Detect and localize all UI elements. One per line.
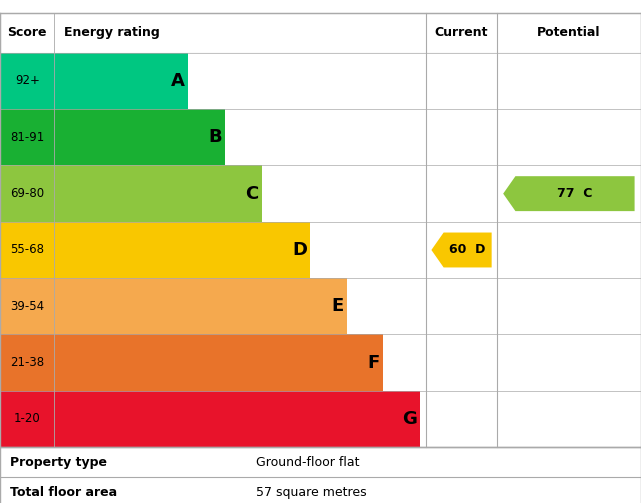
Polygon shape bbox=[503, 176, 635, 211]
Text: 55-68: 55-68 bbox=[10, 243, 44, 257]
Text: 57 square metres: 57 square metres bbox=[256, 486, 367, 499]
Bar bbox=[426, 278, 497, 334]
Bar bbox=[0, 13, 641, 53]
Bar bbox=[54, 222, 310, 278]
Bar bbox=[0, 278, 54, 334]
Text: E: E bbox=[331, 297, 344, 315]
Bar bbox=[497, 278, 641, 334]
Bar bbox=[0, 165, 54, 222]
Text: Energy rating: Energy rating bbox=[64, 26, 160, 39]
Bar bbox=[426, 222, 497, 278]
Bar bbox=[426, 391, 497, 447]
Bar bbox=[54, 278, 347, 334]
Bar bbox=[497, 222, 641, 278]
Text: Potential: Potential bbox=[537, 26, 601, 39]
Text: 39-54: 39-54 bbox=[10, 300, 44, 313]
Text: 92+: 92+ bbox=[15, 74, 40, 88]
Bar bbox=[54, 53, 188, 109]
Bar bbox=[497, 391, 641, 447]
Bar bbox=[310, 222, 426, 278]
Bar bbox=[426, 53, 497, 109]
Text: 81-91: 81-91 bbox=[10, 131, 44, 144]
Bar bbox=[0, 53, 54, 109]
Bar bbox=[426, 165, 497, 222]
Bar bbox=[0, 447, 641, 503]
Text: G: G bbox=[402, 410, 417, 428]
Text: 77  C: 77 C bbox=[557, 187, 593, 200]
Bar bbox=[0, 391, 54, 447]
Text: 1-20: 1-20 bbox=[14, 412, 40, 426]
Bar bbox=[54, 165, 262, 222]
Text: 69-80: 69-80 bbox=[10, 187, 44, 200]
Bar bbox=[426, 109, 497, 165]
Bar bbox=[0, 334, 54, 391]
Bar bbox=[54, 109, 225, 165]
Bar bbox=[0, 222, 54, 278]
Bar bbox=[188, 53, 426, 109]
Polygon shape bbox=[431, 232, 492, 268]
Text: D: D bbox=[292, 241, 307, 259]
Text: Total floor area: Total floor area bbox=[10, 486, 117, 499]
Text: 21-38: 21-38 bbox=[10, 356, 44, 369]
Bar bbox=[225, 109, 426, 165]
Text: 60  D: 60 D bbox=[449, 243, 486, 257]
Text: A: A bbox=[171, 72, 185, 90]
Text: C: C bbox=[245, 185, 258, 203]
Bar bbox=[497, 109, 641, 165]
Bar bbox=[426, 334, 497, 391]
Text: Property type: Property type bbox=[10, 456, 106, 469]
Bar bbox=[497, 334, 641, 391]
Bar bbox=[262, 165, 426, 222]
Bar bbox=[0, 109, 54, 165]
Bar bbox=[497, 53, 641, 109]
Bar bbox=[54, 334, 383, 391]
Text: Ground-floor flat: Ground-floor flat bbox=[256, 456, 360, 469]
Text: Score: Score bbox=[8, 26, 47, 39]
Text: F: F bbox=[368, 354, 380, 372]
Bar bbox=[497, 165, 641, 222]
Bar bbox=[420, 391, 426, 447]
Text: B: B bbox=[208, 128, 222, 146]
Bar bbox=[383, 334, 426, 391]
Text: Current: Current bbox=[435, 26, 488, 39]
Bar bbox=[54, 391, 420, 447]
Bar bbox=[347, 278, 426, 334]
